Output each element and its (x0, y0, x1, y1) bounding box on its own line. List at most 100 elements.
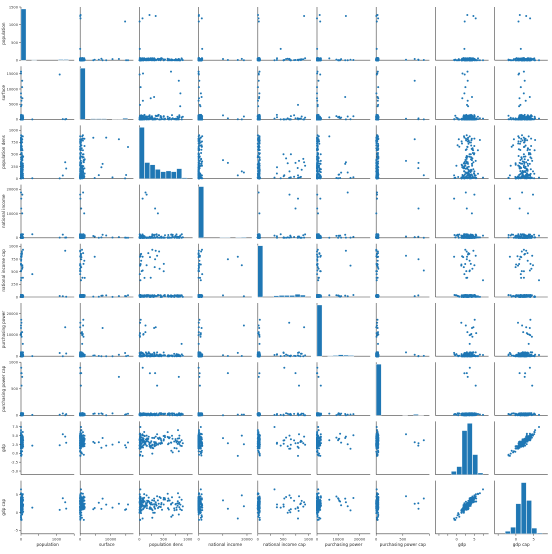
scatter-point (20, 162, 22, 164)
scatter-point (466, 14, 468, 16)
scatter-point (523, 163, 525, 165)
scatter-point (471, 138, 473, 140)
y-axis-label: national income (1, 194, 6, 228)
scatter-point (317, 149, 319, 151)
y-tick-label: 1500 (9, 5, 19, 9)
scatter-point (418, 162, 420, 164)
scatter-point (142, 17, 144, 19)
hist-bar (182, 178, 187, 179)
scatter-point (290, 59, 292, 61)
scatter-point (201, 48, 203, 50)
y-tick-label: 5000 (9, 103, 19, 107)
scatter-point (258, 17, 260, 19)
scatter-point (298, 118, 300, 120)
scatter-point (520, 156, 522, 158)
scatter-point (21, 158, 23, 160)
scatter-point (524, 118, 526, 120)
scatter-point (466, 177, 468, 179)
scatter-point (518, 21, 520, 23)
scatter-point (340, 58, 342, 60)
scatter-point (527, 147, 529, 149)
scatter-point (79, 141, 81, 143)
scatter-point (142, 100, 144, 102)
scatter-point (319, 21, 321, 23)
scatter-point (276, 166, 278, 168)
scatter-point (127, 146, 129, 148)
scatter-point (290, 153, 292, 155)
scatter-point (20, 208, 22, 210)
scatter-point (376, 167, 378, 169)
scatter-point (303, 161, 305, 163)
scatter-point (318, 80, 320, 82)
scatter-point (318, 59, 320, 61)
scatter-point (158, 234, 160, 236)
scatter-point (139, 21, 141, 23)
scatter-point (466, 134, 468, 136)
panel-population-vs-surface (79, 7, 133, 61)
scatter-point (22, 165, 24, 167)
scatter-point (518, 74, 520, 76)
scatter-point (258, 92, 260, 94)
y-axis-label: surface (1, 85, 6, 101)
scatter-point (377, 105, 379, 107)
scatter-point (534, 116, 536, 118)
scatter-point (469, 135, 471, 137)
scatter-point (64, 161, 66, 163)
scatter-point (375, 165, 377, 167)
scatter-point (527, 165, 529, 167)
scatter-point (293, 114, 295, 116)
scatter-point (469, 116, 471, 118)
scatter-point (344, 59, 346, 61)
scatter-point (170, 237, 172, 239)
scatter-point (376, 141, 378, 143)
scatter-point (521, 134, 523, 136)
scatter-point (198, 146, 200, 148)
scatter-point (465, 59, 467, 61)
scatter-point (316, 73, 318, 75)
hist-bar (166, 171, 171, 179)
scatter-point (276, 57, 278, 59)
scatter-point (466, 118, 468, 120)
scatter-point (523, 153, 525, 155)
scatter-point (477, 149, 479, 151)
y-axis-label: population dens (1, 135, 6, 169)
hist-bar (139, 127, 144, 178)
scatter-point (175, 118, 177, 120)
scatter-point (316, 194, 318, 196)
scatter-point (139, 234, 141, 236)
scatter-point (471, 58, 473, 60)
scatter-point (347, 59, 349, 61)
scatter-point (318, 114, 320, 116)
scatter-point (317, 212, 319, 214)
scatter-point (302, 158, 304, 160)
panel-population-dens-vs-national-income (198, 125, 252, 179)
scatter-point (527, 163, 529, 165)
scatter-point (482, 118, 484, 120)
scatter-point (475, 17, 477, 19)
scatter-point (146, 118, 148, 120)
scatter-point (528, 135, 530, 137)
scatter-point (471, 177, 473, 179)
scatter-point (530, 157, 532, 159)
scatter-point (303, 237, 305, 239)
scatter-point (181, 57, 183, 59)
scatter-point (471, 114, 473, 116)
scatter-point (295, 208, 297, 210)
scatter-point (159, 237, 161, 239)
scatter-point (200, 118, 202, 120)
scatter-point (201, 17, 203, 19)
scatter-point (467, 80, 469, 82)
scatter-point (199, 145, 201, 147)
scatter-point (518, 140, 520, 142)
scatter-point (142, 237, 144, 239)
scatter-point (534, 59, 536, 61)
scatter-point (345, 118, 347, 120)
scatter-point (227, 117, 229, 119)
scatter-point (461, 143, 463, 145)
scatter-point (463, 118, 465, 120)
scatter-point (529, 152, 531, 154)
scatter-point (156, 118, 158, 120)
scatter-point (475, 177, 477, 179)
scatter-point (376, 21, 378, 23)
scatter-point (376, 57, 378, 59)
